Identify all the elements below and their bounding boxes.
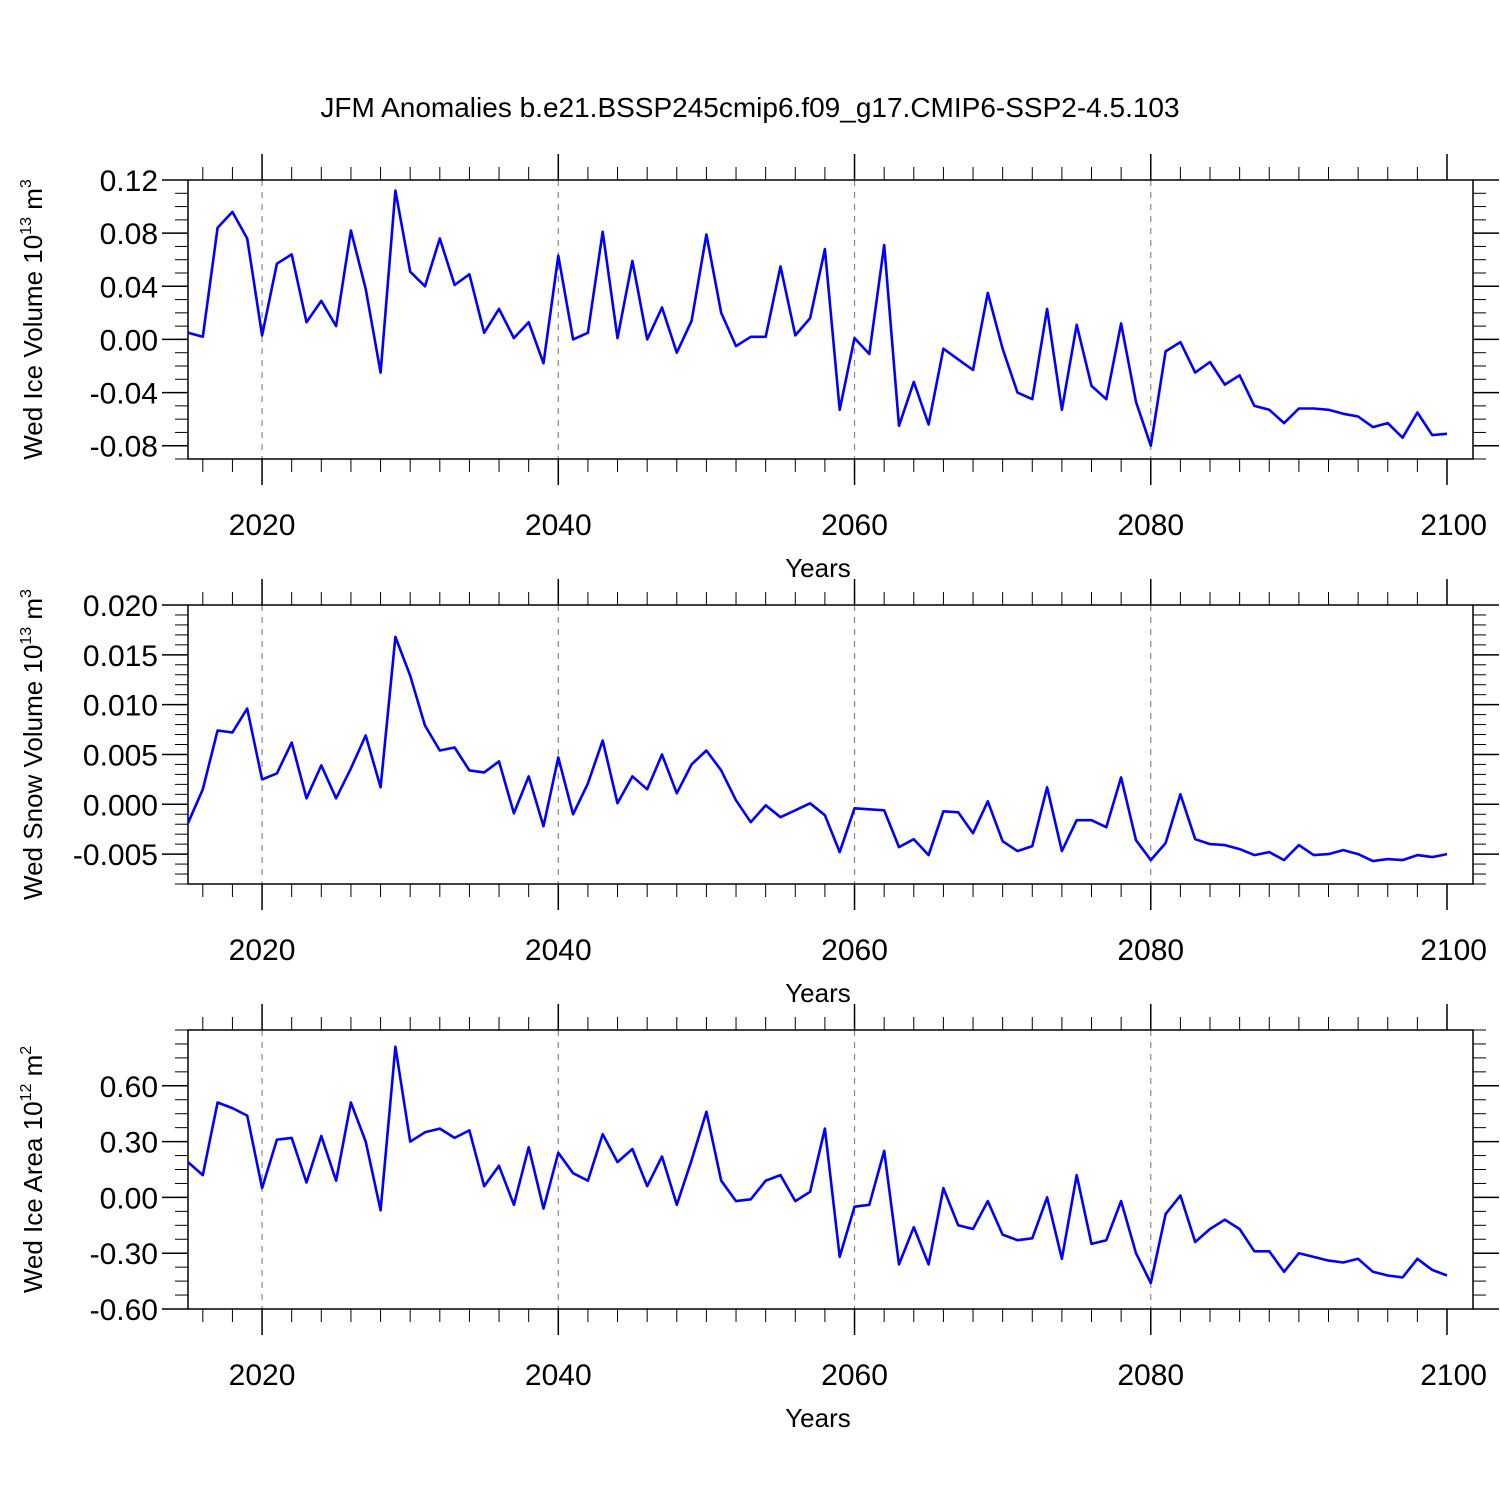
y-tick-label: 0.60 (100, 1071, 158, 1104)
y-tick-label: 0.00 (100, 324, 158, 357)
x-axis-label: Years (785, 978, 851, 1008)
x-axis-label: Years (785, 1403, 851, 1433)
x-axis-label: Years (785, 553, 851, 583)
y-tick-label: -0.08 (90, 431, 158, 464)
x-tick-label: 2040 (525, 934, 592, 967)
panel-snow-volume: -0.005 0.000 0.005 0.010 0.015 0.020 2020 2040 2… (18, 579, 1499, 1008)
series-line (186, 635, 1448, 863)
x-tick-label: 2040 (525, 509, 592, 542)
y-tick-label: 0.08 (100, 218, 158, 251)
x-tick-label: 2080 (1117, 1359, 1184, 1392)
y-tick-label: 0.000 (83, 789, 158, 822)
figure-title: JFM Anomalies b.e21.BSSP245cmip6.f09_g17… (320, 92, 1179, 123)
y-axis-label: Wed Ice Area 1012 m2 (18, 1046, 48, 1293)
y-tick-label: -0.04 (90, 378, 158, 411)
x-tick-label: 2020 (229, 509, 296, 542)
y-axis-label: Wed Snow Volume 1013 m3 (18, 589, 48, 900)
y-axis-label: Wed Ice Volume 1013 m3 (18, 179, 48, 460)
x-tick-label: 2060 (821, 509, 888, 542)
panel-ice-area: -0.60 -0.30 0.00 0.30 0.60 2020 2040 2060 2080 21… (18, 1004, 1499, 1433)
y-tick-label: 0.12 (100, 165, 158, 198)
series-line (187, 1045, 1448, 1285)
y-tick-label: 0.00 (100, 1182, 158, 1215)
x-tick-label: 2080 (1117, 934, 1184, 967)
y-tick-label: 0.010 (83, 690, 158, 723)
y-tick-label: 0.020 (83, 590, 158, 623)
y-tick-label: -0.60 (90, 1294, 158, 1327)
panel-ice-volume: -0.08 -0.04 0.00 0.04 0.08 0.12 2020 2040 2060 20… (18, 154, 1499, 583)
x-tick-label: 2020 (229, 1359, 296, 1392)
y-tick-label: 0.30 (100, 1127, 158, 1160)
y-tick-label: -0.005 (73, 839, 158, 872)
x-tick-label: 2100 (1420, 1359, 1487, 1392)
x-tick-label: 2080 (1117, 509, 1184, 542)
y-tick-label: -0.30 (90, 1238, 158, 1271)
x-tick-label: 2040 (525, 1359, 592, 1392)
x-tick-label: 2060 (821, 1359, 888, 1392)
x-tick-label: 2100 (1420, 934, 1487, 967)
y-tick-label: 0.04 (100, 271, 158, 304)
x-tick-label: 2060 (821, 934, 888, 967)
x-tick-label: 2100 (1420, 509, 1487, 542)
y-tick-label: 0.015 (83, 640, 158, 673)
x-tick-label: 2020 (229, 934, 296, 967)
series-line (187, 189, 1448, 448)
y-tick-label: 0.005 (83, 739, 158, 772)
plot-frame (187, 179, 1474, 460)
